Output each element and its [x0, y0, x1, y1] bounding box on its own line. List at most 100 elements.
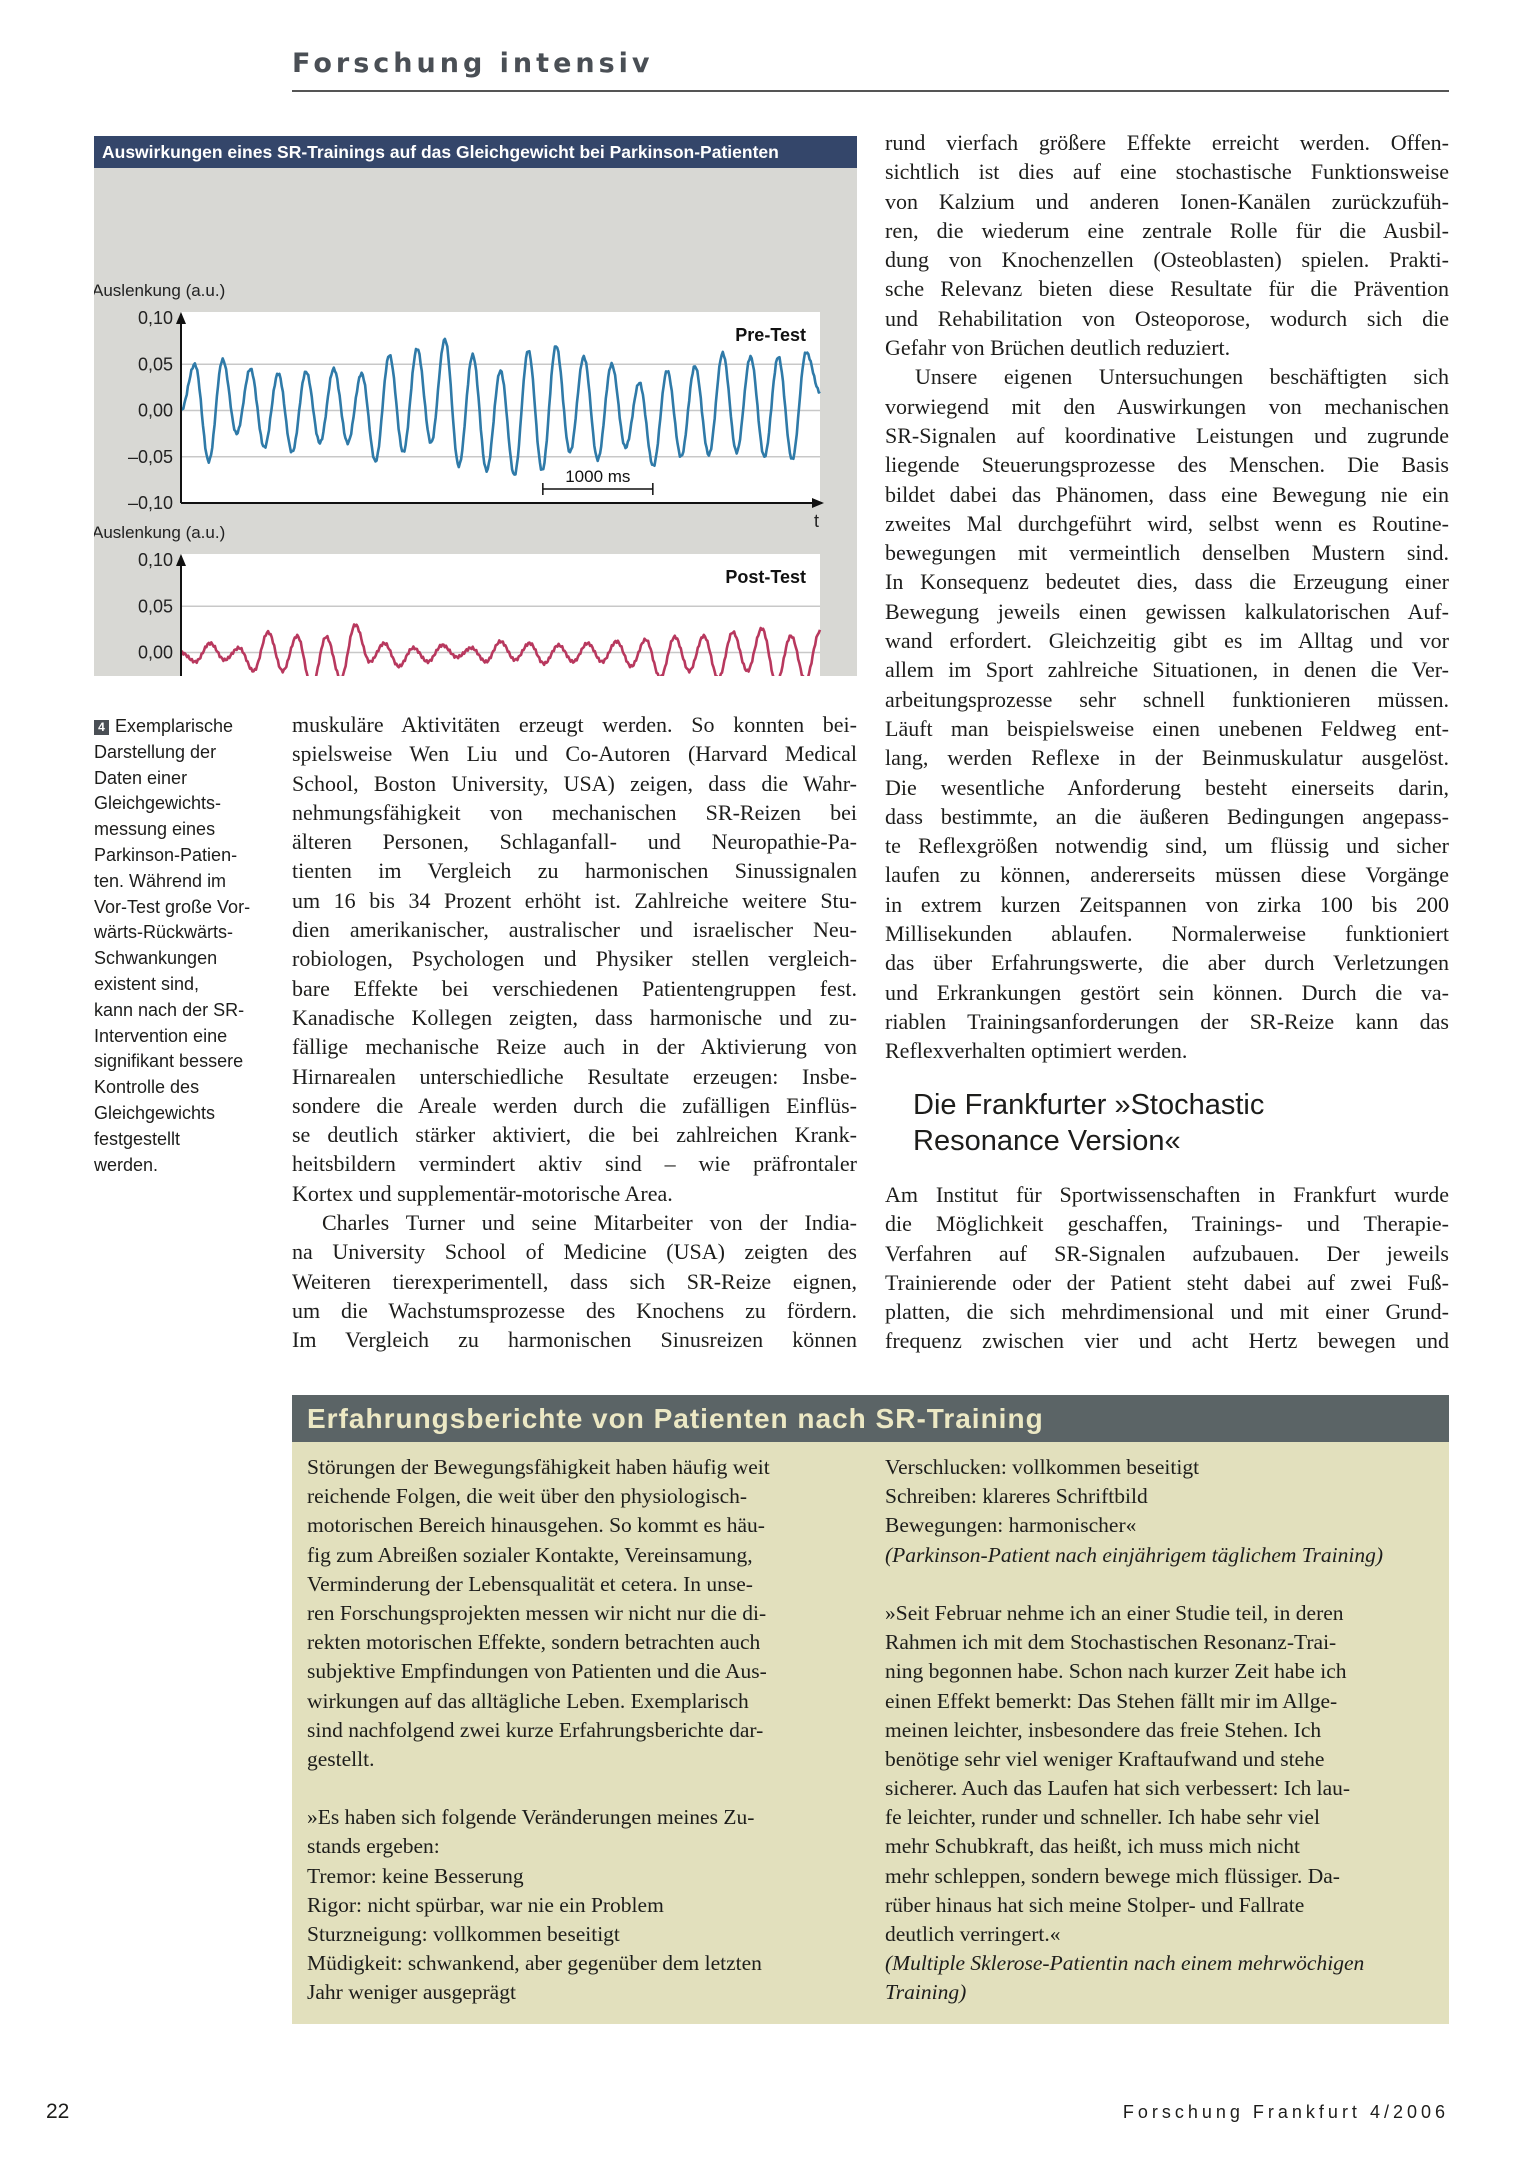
text-line: frequenz zwischen vier und acht Hertz be…	[885, 1328, 1449, 1354]
text-line: Müdigkeit: schwankend, aber gegenüber de…	[307, 1951, 762, 1976]
text-line: arbeitungsprozesse sehr schnell funktion…	[885, 686, 1449, 712]
chart-canvas: Auslenkung (a.u.) 0,10 0,05 0,00 –0,05 –0,10 t…	[94, 281, 824, 676]
article-column-right-continued: Am Institut für Sportwissenschaften in F…	[885, 1180, 1449, 1356]
text-line: Tremor: keine Besserung	[307, 1863, 524, 1888]
subheading-line: Resonance Version«	[913, 1125, 1181, 1157]
x-axis-label: t	[814, 511, 819, 531]
text-line: rüber hinaus hat sich meine Stolper- und…	[885, 1892, 1305, 1917]
text-line: »Seit Februar nehme ich an einer Studie …	[885, 1600, 1344, 1625]
section-header: Forschung intensiv	[292, 48, 654, 79]
text-line: rund vierfach größere Effekte erreicht w…	[885, 130, 1449, 155]
caption-line: Gleichgewichts	[94, 1102, 216, 1123]
text-line: motorischen Bereich hinausgehen. So komm…	[307, 1513, 765, 1538]
y-tick-label: 0,10	[138, 550, 173, 570]
text-line: Verminderung der Lebensqualität et ceter…	[307, 1571, 753, 1596]
plot-area	[181, 554, 820, 676]
text-line: Läuft man beispielsweise einen unebenen …	[885, 715, 1449, 741]
text-line: Hirnarealen unterschiedliche Resultate e…	[292, 1063, 857, 1089]
plot-area	[181, 312, 820, 503]
text-line: ning begonnen habe. Schon nach kurzer Ze…	[885, 1659, 1347, 1684]
text-line: Kanadische Kollegen zeigten, dass harmon…	[292, 1004, 857, 1030]
y-axis-arrow-icon	[176, 554, 186, 566]
article-column-right: rund vierfach größere Effekte erreicht w…	[885, 128, 1449, 1066]
text-line: meinen leichter, insbesondere das freie …	[885, 1717, 1322, 1742]
text-line: se deutlich stärker aktiviert, die bei z…	[292, 1122, 857, 1148]
y-axis-arrow-icon	[176, 312, 186, 324]
text-line: sche Relevanz bieten diese Resultate für…	[885, 276, 1449, 302]
figure-chart: Auswirkungen eines SR-Trainings auf das …	[94, 136, 857, 676]
page-number: 22	[46, 2100, 70, 2123]
text-line: fig zum Abreißen sozialer Kontakte, Vere…	[307, 1542, 753, 1567]
chart-title: Auswirkungen eines SR-Trainings auf das …	[94, 136, 857, 168]
text-line: Millisekunden ablaufen. Normalerweise fu…	[885, 921, 1449, 947]
series-line	[179, 337, 821, 476]
text-line: riablen Trainingsanforderungen der SR-Re…	[885, 1008, 1449, 1034]
text-line: dien amerikanischer, australischer und i…	[292, 917, 857, 943]
text-line: Die wesentliche Anforderung besteht eine…	[885, 774, 1449, 800]
text-line: lang, werden Reflexe in der Beinmuskulat…	[885, 745, 1449, 771]
y-tick-label: 0,00	[138, 643, 173, 663]
text-line: älteren Personen, Schlaganfall- und Neur…	[292, 829, 857, 855]
caption-line: Daten einer	[94, 767, 188, 788]
text-line: die Möglichkeit geschaffen, Trainings- u…	[885, 1211, 1449, 1237]
scale-bar-label: 1000 ms	[565, 467, 630, 486]
text-line: tienten im Vergleich zu harmonischen Sin…	[292, 858, 857, 884]
text-line: nehmungsfähigkeit von mechanischen SR-Re…	[292, 799, 857, 825]
panel-label: Post-Test	[725, 567, 806, 587]
text-line: »Es haben sich folgende Veränderungen me…	[307, 1805, 755, 1830]
text-line: dung von Knochenzellen (Osteoblasten) sp…	[885, 247, 1449, 273]
text-line: wand erfordert. Gleichzeitig gibt es im …	[885, 628, 1449, 654]
figure-caption: 4 Exemplarische Darstellung der Daten einer…	[94, 714, 269, 1178]
figure-number-badge: 4	[94, 720, 109, 735]
panel-label: Pre-Test	[735, 325, 806, 345]
info-box-column-left: Störungen der Bewegungsfähigkeit haben h…	[307, 1453, 770, 2008]
info-box-title: Erfahrungsberichte von Patienten nach SR…	[292, 1395, 1449, 1442]
text-line: Im Vergleich zu harmonischen Sinusreizen…	[292, 1327, 857, 1353]
text-line: sind nachfolgend zwei kurze Erfahrungsbe…	[307, 1717, 764, 1742]
text-line: das über Erfahrungswerte, die aber durch…	[885, 950, 1449, 976]
text-line: laufen zu können, andererseits müssen di…	[885, 862, 1449, 888]
caption-line: werden.	[94, 1154, 159, 1175]
text-line: dass bestimmte, an die äußeren Bedingung…	[885, 803, 1449, 829]
text-line: sondere die Areale werden durch die zufä…	[292, 1092, 857, 1118]
text-line: benötige sehr viel weniger Kraftaufwand …	[885, 1746, 1325, 1771]
text-line: Kortex und supplementär-motorische Area.	[292, 1180, 673, 1206]
caption-line: festgestellt	[94, 1128, 181, 1149]
text-line: Schreiben: klareres Schriftbild	[885, 1484, 1148, 1509]
y-tick-label: –0,05	[128, 447, 173, 467]
text-line: liegende Steuerungsprozesse des Menschen…	[885, 452, 1449, 478]
y-axis-label: Auslenkung (a.u.)	[94, 523, 225, 542]
text-line: In Konsequenz bedeutet dies, dass die Er…	[885, 569, 1449, 595]
text-line: Rigor: nicht spürbar, war nie ein Proble…	[307, 1892, 664, 1917]
text-line: ren, die wiederum eine zentrale Rolle fü…	[885, 217, 1449, 243]
text-line: Verfahren auf SR-Signalen aufzubauen. De…	[885, 1240, 1449, 1266]
text-line: Bewegung jeweils einen gewissen kalkulat…	[885, 598, 1449, 624]
text-line: spielsweise Wen Liu und Co-Autoren (Harv…	[292, 741, 857, 767]
text-line: sicherer. Auch das Laufen hat sich verbe…	[885, 1776, 1351, 1801]
text-line: deutlich verringert.«	[885, 1922, 1061, 1946]
info-box-patient-reports: Erfahrungsberichte von Patienten nach SR…	[292, 1395, 1449, 2024]
y-tick-label: 0,05	[138, 354, 173, 374]
text-line: reichende Folgen, die weit über den phys…	[307, 1484, 748, 1509]
text-line: bare Effekte bei verschiedenen Patienten…	[292, 975, 857, 1001]
section-subheading: Die Frankfurter »Stochastic Resonance Ve…	[913, 1087, 1264, 1159]
text-line: zweites Mal durchgeführt wird, selbst we…	[885, 510, 1449, 536]
text-line: wirkungen auf das alltägliche Leben. Exe…	[307, 1688, 749, 1713]
text-line: Unsere eigenen Untersuchungen beschäftig…	[915, 364, 1449, 390]
text-line: einen Effekt bemerkt: Das Stehen fällt m…	[885, 1688, 1338, 1713]
text-line: stands ergeben:	[307, 1834, 440, 1859]
text-line: um 16 bis 34 Prozent erhöht ist. Zahlrei…	[292, 887, 857, 913]
caption-line: Darstellung der	[94, 741, 217, 762]
text-line: sichtlich ist dies auf eine stochastisch…	[885, 159, 1449, 185]
caption-line: wärts-Rückwärts-	[94, 922, 234, 943]
text-line: Trainierende oder der Patient steht dabe…	[885, 1269, 1449, 1295]
attribution-line: (Multiple Sklerose-Patientin nach einem …	[885, 1951, 1365, 1976]
y-tick-label: 0,00	[138, 401, 173, 421]
caption-line: 4 Exemplarische	[94, 714, 269, 740]
caption-line: Kontrolle des	[94, 1077, 200, 1098]
y-axis-label: Auslenkung (a.u.)	[94, 281, 225, 300]
caption-line: Intervention eine	[94, 1025, 228, 1046]
caption-line: messung eines	[94, 819, 216, 840]
text-line: in extrem kurzen Zeitspannen von zirka 1…	[885, 891, 1449, 917]
text-line: School, Boston University, USA) zeigen, …	[292, 770, 857, 796]
